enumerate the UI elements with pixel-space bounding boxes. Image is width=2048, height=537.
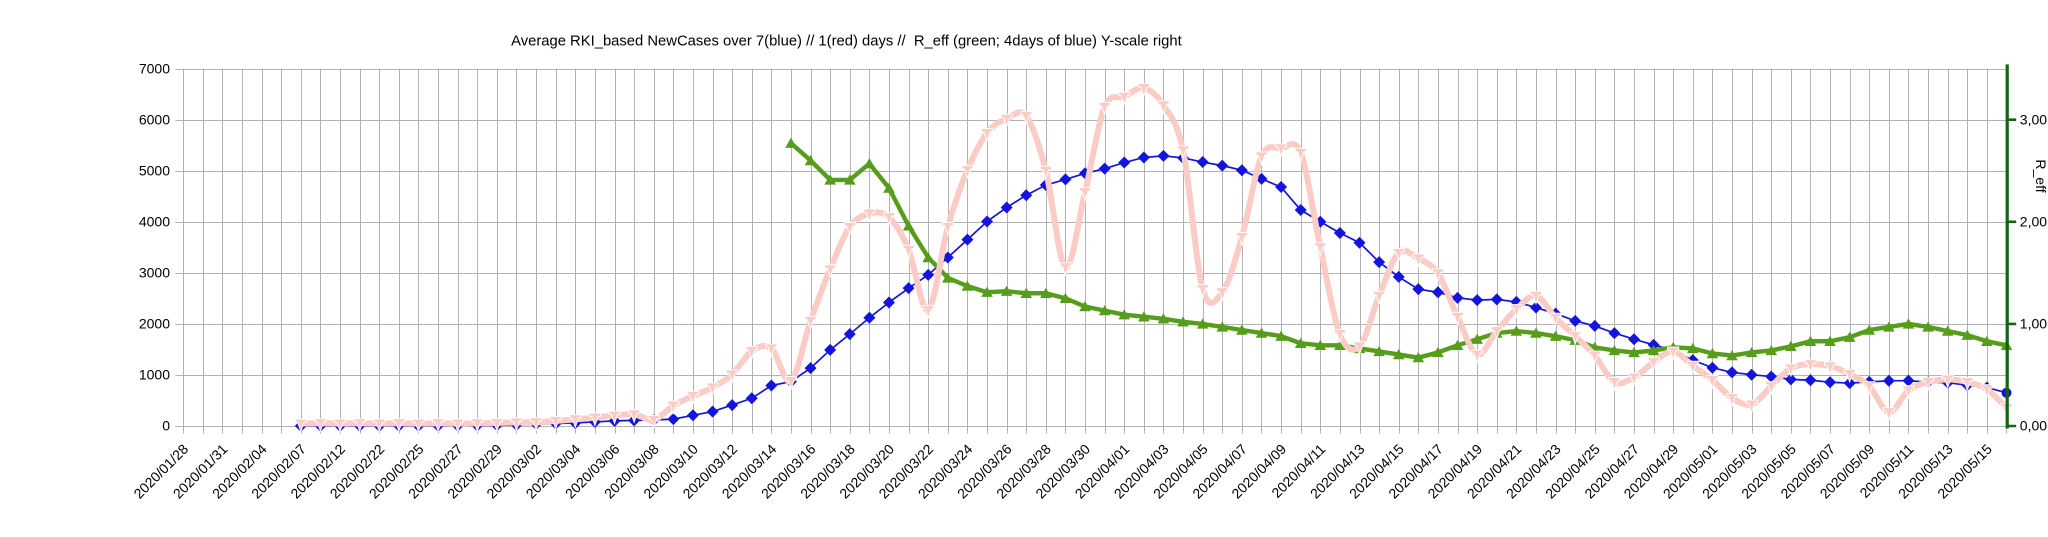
svg-text:3,00: 3,00 [2020,111,2047,127]
svg-text:4000: 4000 [139,213,170,229]
svg-text:7000: 7000 [139,60,170,76]
svg-text:2000: 2000 [139,316,170,332]
svg-text:6000: 6000 [139,111,170,127]
svg-text:5000: 5000 [139,162,170,178]
svg-text:Average RKI_based NewCases ove: Average RKI_based NewCases over 7(blue) … [511,34,1182,50]
svg-text:3000: 3000 [139,265,170,281]
svg-text:1,00: 1,00 [2020,316,2047,332]
svg-text:0: 0 [162,418,170,434]
svg-text:R_eff: R_eff [2033,159,2048,192]
svg-text:2,00: 2,00 [2020,213,2047,229]
svg-text:0,00: 0,00 [2020,418,2047,434]
svg-text:1000: 1000 [139,367,170,383]
